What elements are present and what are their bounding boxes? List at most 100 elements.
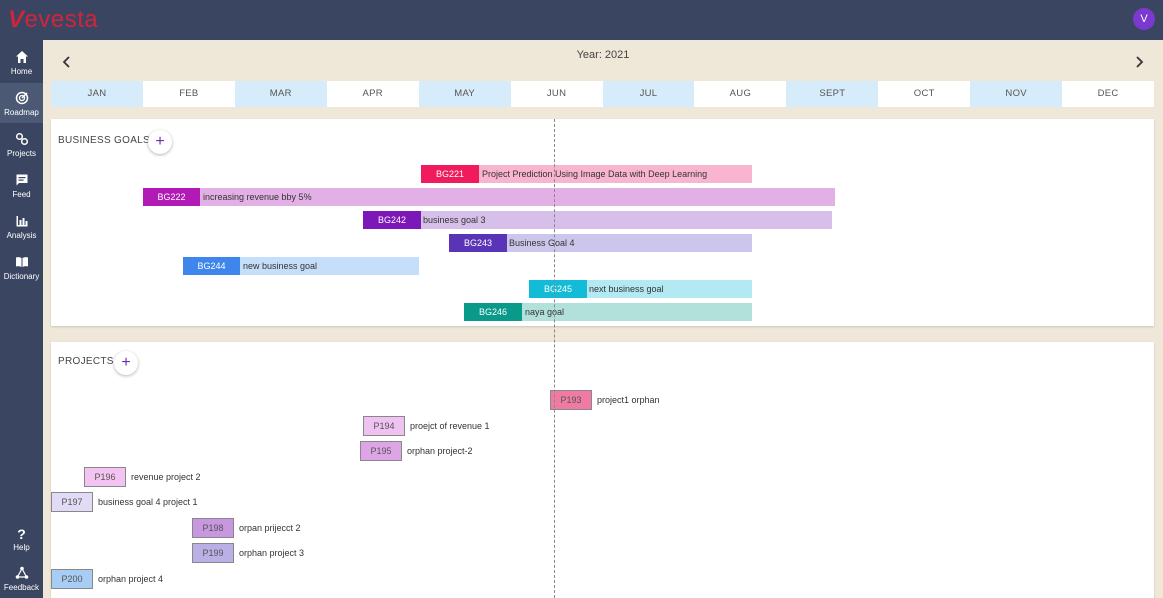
goal-code: BG244 xyxy=(183,257,240,275)
home-icon xyxy=(0,50,43,66)
month-jan: JAN xyxy=(51,81,143,107)
goal-code: BG245 xyxy=(529,280,587,298)
month-dec: DEC xyxy=(1062,81,1155,107)
project-bar[interactable]: P198 orpan prijecct 2 xyxy=(192,518,998,538)
sidebar-item-label: Dictionary xyxy=(3,272,40,281)
business-goals-title: BUSINESS GOALS xyxy=(58,135,151,146)
projects-icon xyxy=(0,132,43,148)
logo-mark: V xyxy=(8,6,25,33)
goal-name: next business goal xyxy=(589,284,664,294)
goal-bar[interactable]: BG243 Business Goal 4 xyxy=(449,234,752,252)
month-jul: JUL xyxy=(602,81,695,107)
month-nov: NOV xyxy=(970,81,1063,107)
roadmap-icon xyxy=(0,91,43,107)
projects-title: PROJECTS xyxy=(58,356,114,367)
sidebar-item-label: Roadmap xyxy=(4,108,39,117)
month-may: MAY xyxy=(418,81,511,107)
sidebar-item-dictionary[interactable]: Dictionary xyxy=(0,247,43,287)
month-header: JAN FEB MAR APR MAY JUN JUL AUG SEPT OCT… xyxy=(51,81,1155,107)
project-name: orphan project 3 xyxy=(239,548,305,558)
project-bar[interactable]: P200 orphan project 4 xyxy=(51,569,431,589)
add-project-button[interactable]: + xyxy=(114,351,138,375)
project-name: orphan project 4 xyxy=(98,574,164,584)
chevron-left-icon xyxy=(62,56,70,68)
project-code: P195 xyxy=(360,441,402,461)
goal-bar-fill xyxy=(421,165,752,183)
goal-bar[interactable]: BG221 Project Prediction Using Image Dat… xyxy=(421,165,752,183)
goal-name: new business goal xyxy=(243,261,318,271)
goal-bar-fill xyxy=(449,234,752,252)
month-feb: FEB xyxy=(142,81,235,107)
goal-name: increasing revenue bby 5% xyxy=(203,192,312,202)
sidebar-item-roadmap[interactable]: Roadmap xyxy=(0,83,43,123)
next-year-button[interactable] xyxy=(1133,54,1145,72)
dictionary-icon xyxy=(0,255,43,271)
sidebar-item-label: Help xyxy=(13,543,30,552)
project-bar[interactable]: P195 orphan project-2 xyxy=(360,441,838,461)
feedback-icon xyxy=(0,566,43,582)
project-code: P198 xyxy=(192,518,234,538)
sidebar-item-label: Analysis xyxy=(6,231,37,240)
goal-bar[interactable]: BG242 business goal 3 xyxy=(363,211,832,229)
goal-bar[interactable]: BG222 increasing revenue bby 5% xyxy=(143,188,835,206)
sidebar-item-projects[interactable]: Projects xyxy=(0,124,43,164)
add-business-goal-button[interactable]: + xyxy=(148,130,172,154)
user-avatar[interactable]: V xyxy=(1133,8,1155,30)
goal-bar[interactable]: BG244 new business goal xyxy=(183,257,419,275)
previous-year-button[interactable] xyxy=(61,54,73,72)
goal-name: naya goal xyxy=(525,307,565,317)
month-sept: SEPT xyxy=(786,81,879,107)
project-bar[interactable]: P199 orphan project 3 xyxy=(192,543,479,563)
goal-code: BG222 xyxy=(143,188,200,206)
sidebar-item-analysis[interactable]: Analysis xyxy=(0,206,43,246)
month-mar: MAR xyxy=(234,81,327,107)
goal-bar-fill xyxy=(464,303,752,321)
app-logo[interactable]: Vevesta xyxy=(8,6,98,34)
year-title: Year: 2021 xyxy=(576,49,630,61)
help-icon: ? xyxy=(17,526,26,542)
sidebar-item-label: Projects xyxy=(7,149,36,158)
project-name: orpan prijecct 2 xyxy=(239,523,301,533)
roadmap-main: Year: 2021 JAN FEB MAR APR MAY JUN JUL A… xyxy=(43,40,1163,598)
project-code: P196 xyxy=(84,467,126,487)
business-goals-panel: BUSINESS GOALS + BG221 Project Predictio… xyxy=(51,119,1154,326)
goal-bar-fill xyxy=(183,257,419,275)
sidebar-item-home[interactable]: Home xyxy=(0,42,43,82)
project-name: business goal 4 project 1 xyxy=(98,497,198,507)
project-bar[interactable]: P197 business goal 4 project 1 xyxy=(51,492,832,512)
sidebar-item-help[interactable]: ? Help xyxy=(0,518,43,558)
goal-bar[interactable]: BG246 naya goal xyxy=(464,303,752,321)
sidebar-item-feedback[interactable]: Feedback xyxy=(0,558,43,598)
logo-text: evesta xyxy=(24,6,99,33)
project-bar[interactable]: P193 project1 orphan xyxy=(550,390,752,410)
chevron-right-icon xyxy=(1136,56,1144,68)
projects-panel: PROJECTS + P193 project1 orphan P194 pro… xyxy=(51,342,1154,598)
project-bar[interactable]: P194 proejct of revenue 1 xyxy=(363,416,835,436)
project-code: P194 xyxy=(363,416,405,436)
project-code: P199 xyxy=(192,543,234,563)
analysis-icon xyxy=(0,214,43,230)
goal-bar-fill xyxy=(143,188,835,206)
goal-code: BG246 xyxy=(464,303,522,321)
project-bar[interactable]: P196 revenue project 2 xyxy=(84,467,1111,487)
goal-code: BG243 xyxy=(449,234,507,252)
month-oct: OCT xyxy=(878,81,971,107)
sidebar-item-feed[interactable]: Feed xyxy=(0,165,43,205)
project-code: P193 xyxy=(550,390,592,410)
month-aug: AUG xyxy=(694,81,787,107)
project-name: revenue project 2 xyxy=(131,472,201,482)
sidebar-item-label: Feedback xyxy=(3,583,40,592)
feed-icon xyxy=(0,173,43,189)
month-apr: APR xyxy=(326,81,419,107)
goal-code: BG242 xyxy=(363,211,421,229)
project-name: orphan project-2 xyxy=(407,446,473,456)
top-bar: Vevesta V xyxy=(0,0,1163,40)
goal-name: business goal 3 xyxy=(423,215,486,225)
today-marker-line xyxy=(554,119,555,598)
sidebar-item-label: Home xyxy=(10,67,33,76)
goal-code: BG221 xyxy=(421,165,479,183)
goal-bar-fill xyxy=(363,211,832,229)
sidebar: Home Roadmap Projects Feed Analysis Dict… xyxy=(0,40,43,598)
project-name: project1 orphan xyxy=(597,395,660,405)
goal-bar[interactable]: BG245 next business goal xyxy=(529,280,752,298)
